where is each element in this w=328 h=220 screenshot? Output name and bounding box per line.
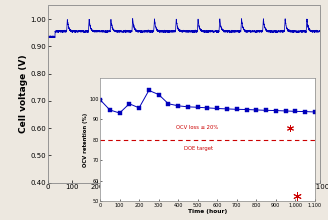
X-axis label: Time (hour): Time (hour) xyxy=(154,193,214,202)
Text: DOE target: DOE target xyxy=(184,146,213,151)
Text: OCV loss ≤ 20%: OCV loss ≤ 20% xyxy=(176,125,218,130)
Y-axis label: OCV retention (%): OCV retention (%) xyxy=(83,113,88,167)
X-axis label: Time (hour): Time (hour) xyxy=(188,209,227,214)
Y-axis label: Cell voltage (V): Cell voltage (V) xyxy=(19,55,28,133)
